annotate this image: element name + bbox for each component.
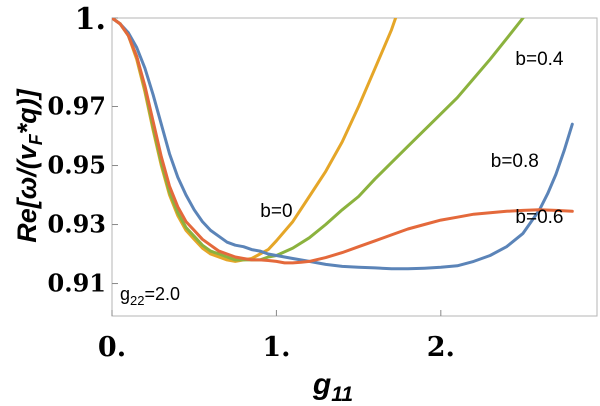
x-axis-title-main: g <box>312 368 331 401</box>
series-line-b-0-6 <box>112 18 574 265</box>
series-line-b-0-4 <box>112 18 525 262</box>
y-axis-title-main: Re[ω/(v <box>12 143 42 243</box>
y-tick-label-0: 1. <box>75 2 106 37</box>
curves <box>112 18 574 271</box>
x-tick-label-2: 2. <box>427 332 455 363</box>
g22-annotation-tail: =2.0 <box>144 284 180 304</box>
y-axis-title-tail: *q)] <box>12 88 42 134</box>
x-axis-title-sub: 11 <box>331 383 353 406</box>
series-label-b-0-8: b=0.8 <box>491 151 539 172</box>
series-label-b-0-4: b=0.4 <box>515 49 564 70</box>
g22-annotation: g22=2.0 <box>120 284 180 308</box>
g22-annotation-main: g <box>120 284 130 304</box>
y-axis-title-sub: F <box>26 133 46 145</box>
y-tick-label-4: 0.91 <box>48 269 106 298</box>
plot-frame <box>111 17 598 317</box>
y-tick-label-2: 0.95 <box>48 151 106 180</box>
tick-labels: 0. 1. 2. 1. 0.97 0.95 0.93 0.91 <box>48 2 455 363</box>
series-line-b-0-8 <box>112 18 574 271</box>
series-label-b-0-6: b=0.6 <box>515 207 563 228</box>
x-tick-label-1: 1. <box>262 332 290 363</box>
series-label-b-0: b=0 <box>260 201 292 222</box>
curve-labels: b=0 b=0.4 b=0.8 b=0.6 <box>260 49 564 228</box>
y-tick-label-3: 0.93 <box>48 210 106 239</box>
g22-annotation-sub: 22 <box>130 293 144 308</box>
y-tick-label-1: 0.97 <box>48 92 106 121</box>
y-axis-title: Re[ω/(vF*q)] <box>12 88 46 243</box>
x-axis-title: g11 <box>312 368 353 406</box>
x-tick-label-0: 0. <box>98 332 126 363</box>
